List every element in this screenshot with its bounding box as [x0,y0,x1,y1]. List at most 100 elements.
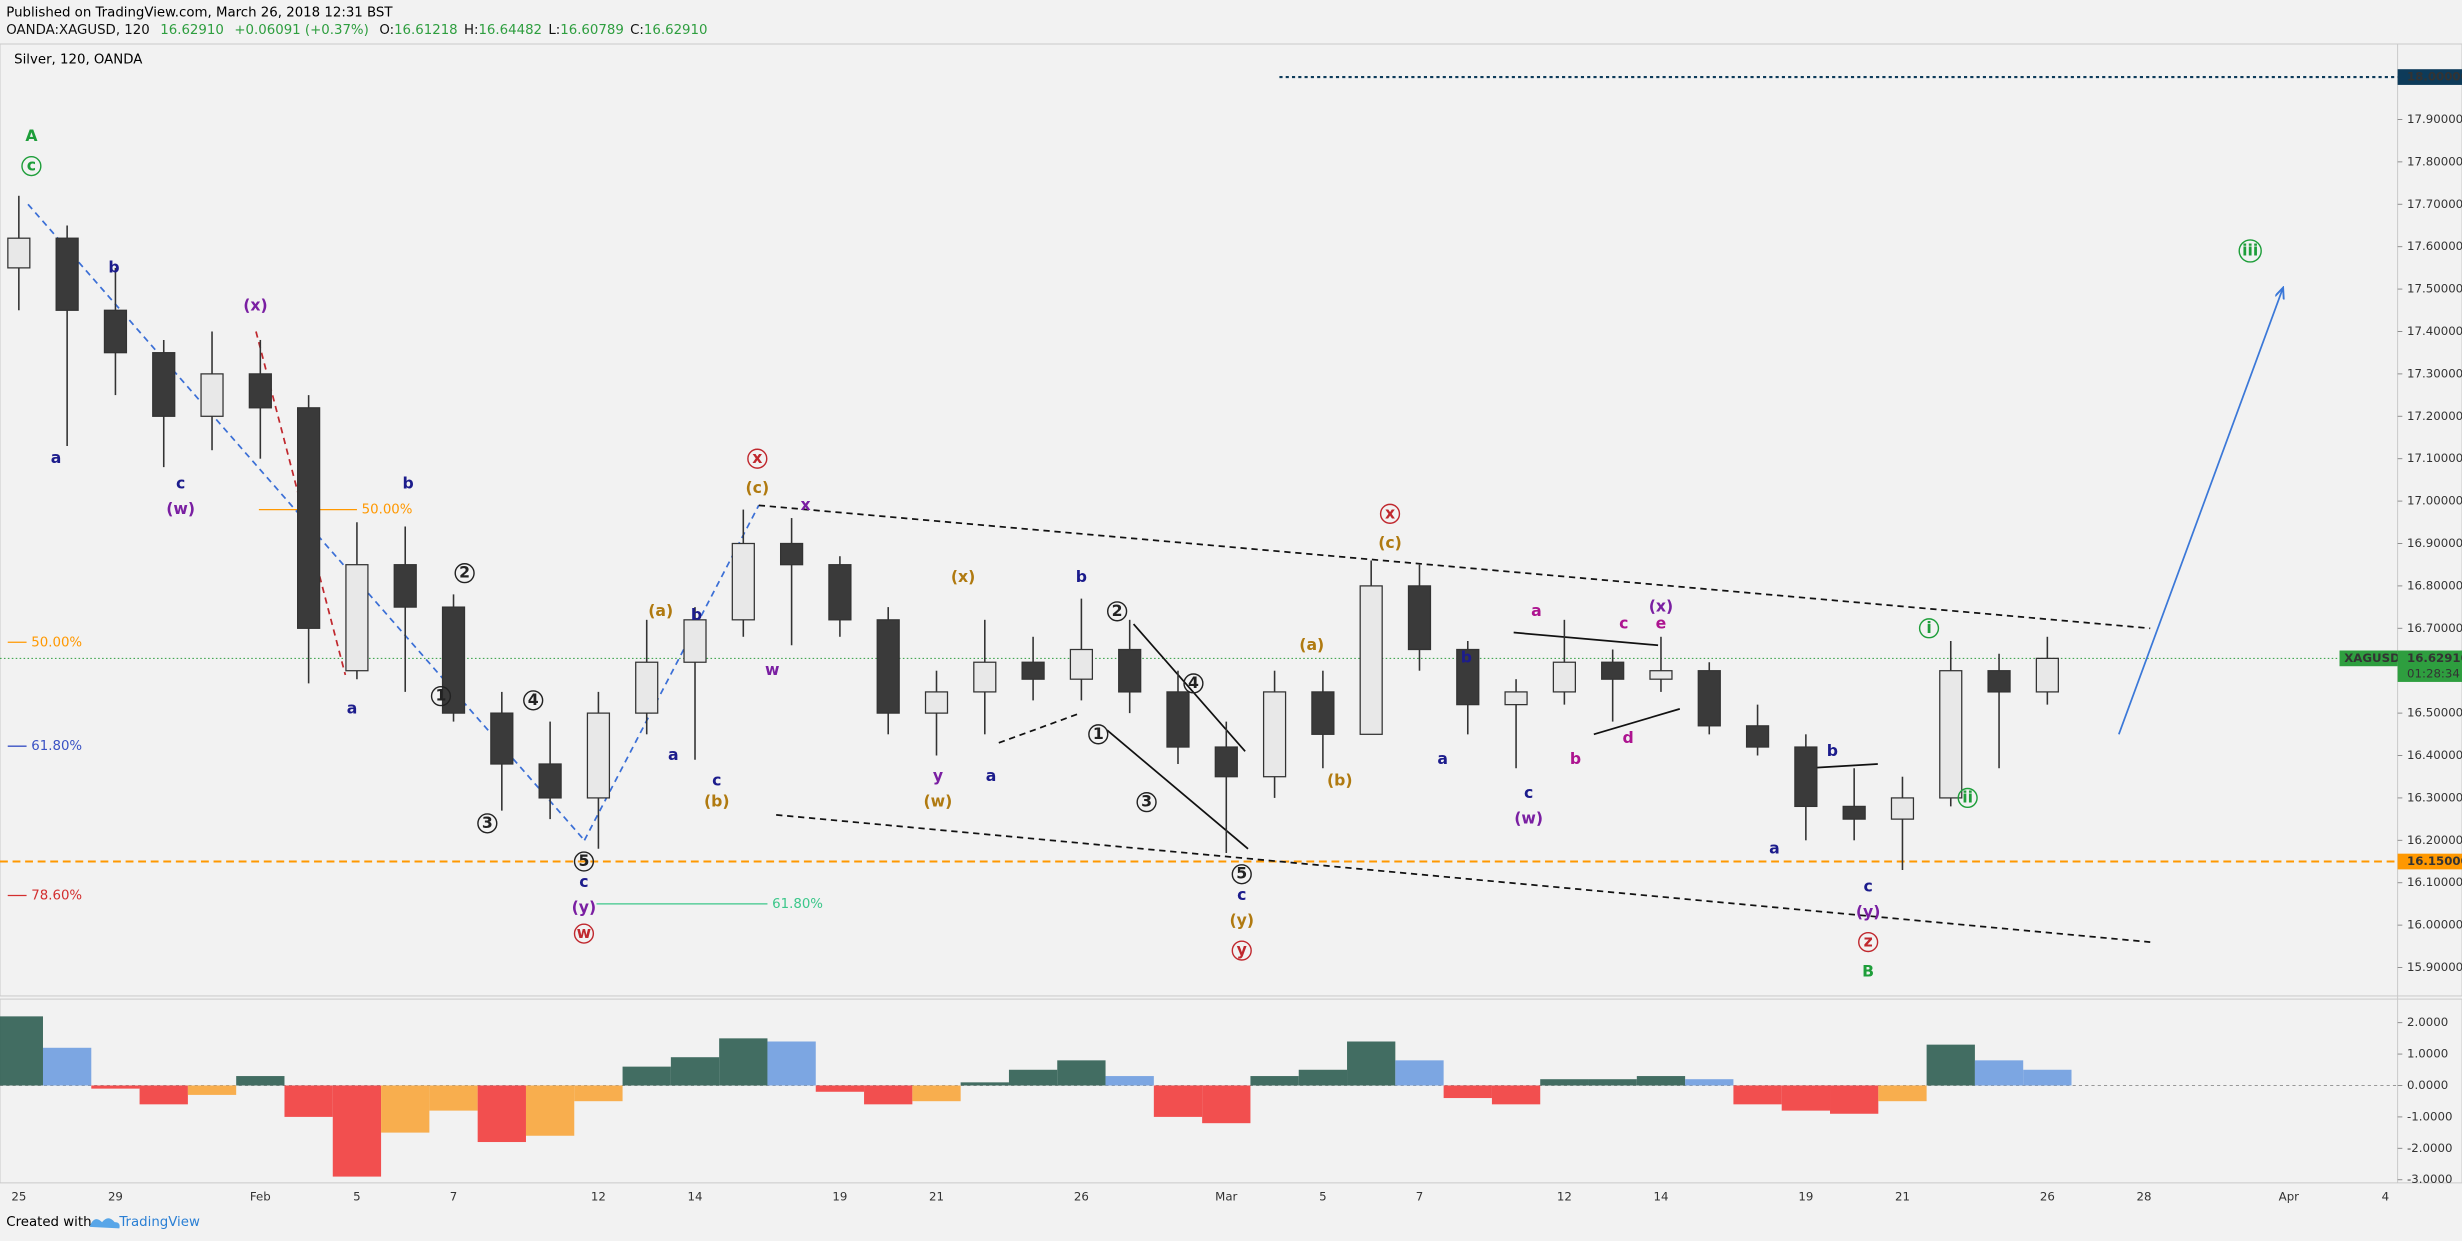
oscillator-bar [139,1085,188,1105]
wave-label: x [752,448,762,467]
wave-label: b [108,257,119,276]
osc-y-tick-label: -3.0000 [2407,1172,2452,1186]
candle-body [1794,746,1818,808]
candle-body [683,619,707,663]
ohlc-label: L: [548,23,560,38]
wave-circle [430,686,452,707]
wave-label: (b) [704,792,730,811]
oscillator-bar [1057,1060,1106,1086]
x-tick-label: 28 [2136,1190,2151,1204]
wave-label: (w) [924,792,953,811]
y-tick-label: 17.10000 [2407,451,2462,465]
wave-circle [1957,787,1978,809]
wave-circle [1379,503,1401,524]
wave-label: y [1237,940,1247,959]
forecast-arrow [2118,289,2283,735]
oscillator-bar [1636,1076,1686,1086]
wave-circle [2238,239,2262,263]
trend-line [583,504,760,841]
oscillator-bar [332,1085,382,1177]
x-tick-label: 19 [1798,1190,1813,1204]
wave-label: a [986,766,997,785]
ohlc-value: 16.61218 [394,23,458,38]
wave-circle [477,813,498,834]
oscillator-bar [1347,1041,1396,1086]
wave-label: (x) [951,567,975,586]
change: +0.06091 (+0.37%) [234,23,368,38]
candle-body [1745,725,1770,748]
x-tick-label: Apr [2279,1190,2300,1204]
y-tick-label: 16.90000 [2407,536,2462,550]
candle-body [490,712,514,765]
candle-body [1649,670,1673,680]
osc-y-tick-label: 2.0000 [2407,1015,2448,1029]
oscillator-bar [1443,1085,1492,1099]
oscillator-bar [1830,1085,1879,1114]
y-tick-label: 17.60000 [2407,239,2462,253]
wave-label: a [1531,601,1542,620]
candle-body [876,619,900,714]
trend-line [1106,729,1249,850]
x-tick-label: 12 [591,1190,606,1204]
x-tick-label: 21 [929,1190,944,1204]
x-tick-label: 14 [688,1190,703,1204]
x-tick-label: 26 [2040,1190,2055,1204]
oscillator-bar [1781,1085,1831,1111]
published-note: Published on TradingView.com, March 26, … [6,6,393,21]
wave-label: c [579,872,588,891]
wave-label: z [1864,932,1873,951]
oscillator-bar [767,1041,816,1086]
oscillator-bar [1153,1085,1203,1117]
oscillator-bar [1540,1079,1589,1086]
oscillator-bar [1395,1060,1444,1086]
wave-label: B [1862,961,1874,980]
wave-label: (w) [1514,809,1543,828]
y-tick-label: 16.70000 [2407,621,2462,635]
brand-logo [89,1218,120,1229]
y-tick-label: 17.00000 [2407,494,2462,508]
wave-label: d [1623,728,1634,747]
oscillator-bar [2023,1069,2072,1086]
candle-body [1311,691,1335,735]
candle-body [1118,648,1142,693]
osc-y-tick-label: 0.0000 [2407,1078,2448,1092]
x-tick-label: 7 [1416,1190,1423,1204]
oscillator-bar [1298,1069,1348,1086]
x-tick-label: 12 [1557,1190,1572,1204]
last-price-box [2397,650,2462,682]
candle-body [248,373,272,409]
oscillator-bar [1588,1079,1637,1086]
oscillator-bar [912,1085,961,1102]
wave-label: a [347,698,358,717]
candle-body [1842,805,1866,820]
wave-label: y [933,766,943,785]
wave-circle [21,155,42,177]
last-name: XAGUSD [2344,651,2400,665]
oscillator-bar [1974,1060,2024,1086]
candle-body [1987,670,2011,693]
ohlc-value: 16.62910 [644,23,708,38]
ohlc-label: H: [464,23,479,38]
candle-body [1890,797,1915,820]
candle-body [731,542,755,621]
wave-label: 1 [436,686,447,705]
oscillator-bar [1202,1085,1251,1124]
level-box [2397,853,2462,870]
level-label: 16.15000 [2407,854,2462,868]
wave-label: c [1524,783,1533,802]
osc-y-tick-label: -1.0000 [2407,1109,2452,1123]
x-tick-label: Feb [250,1190,271,1204]
x-tick-label: 5 [353,1190,360,1204]
ohlc-label: C: [630,23,644,38]
wave-label: c [27,156,36,175]
brand-name[interactable]: TradingView [118,1215,200,1230]
candle-body [1504,691,1528,706]
candle-body [7,237,31,269]
wave-label: b [403,474,414,493]
wave-label: b [1827,741,1838,760]
last-name-box [2339,650,2398,667]
ohlc-value: 16.60789 [560,23,624,38]
x-tick-label: Mar [1215,1190,1237,1204]
trend-line [998,712,1081,744]
